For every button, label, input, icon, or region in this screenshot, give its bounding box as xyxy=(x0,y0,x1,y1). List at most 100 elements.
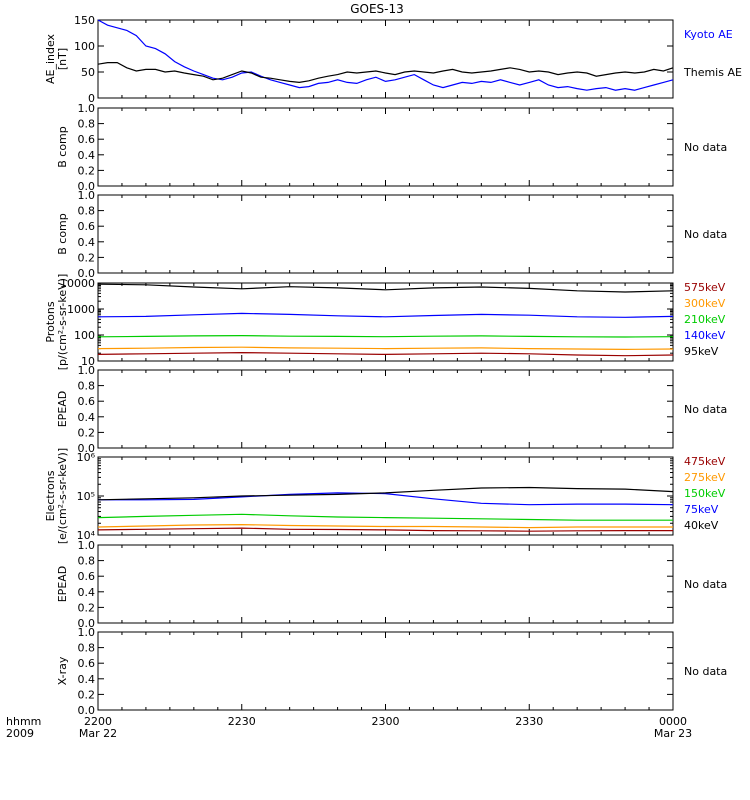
panel-frame xyxy=(97,544,674,624)
x-axis-format-label: hhmm xyxy=(6,715,41,728)
y-axis-label: Electrons[e/(cm²-s-sr-keV)] xyxy=(44,448,69,544)
panel-7: 0.0 0.2 0.4 0.6 0.8 1.0 EPEAD No data xyxy=(56,539,727,630)
y-tick-label: 0.4 xyxy=(78,673,96,686)
panel-5: 0.0 0.2 0.4 0.6 0.8 1.0 EPEAD No data xyxy=(56,364,727,455)
y-axis-label: Protons[p/(cm²-s-sr-keV)] xyxy=(44,274,69,371)
legend-entry: Kyoto AE xyxy=(684,28,733,41)
y-tick-label: 0.6 xyxy=(78,570,96,583)
y-axis-label-line: EPEAD xyxy=(56,566,69,603)
series-line-themis-ae xyxy=(97,62,674,84)
panel-frame xyxy=(97,107,674,187)
panel-3: 0.0 0.2 0.4 0.6 0.8 1.0 B comp No data xyxy=(56,189,727,280)
panel-frame xyxy=(97,631,674,711)
x-tick-label: 2330 xyxy=(515,715,543,728)
y-tick-label: 10000 xyxy=(60,277,95,290)
no-data-label: No data xyxy=(684,665,727,678)
legend-entry: 575keV xyxy=(684,281,726,294)
x-tick-sublabel: Mar 23 xyxy=(654,727,692,740)
y-tick-label: 10⁵ xyxy=(77,490,95,503)
y-tick-label: 0.8 xyxy=(78,555,96,568)
y-tick-label: 0.2 xyxy=(78,688,96,701)
y-tick-label: 0.8 xyxy=(78,205,96,218)
y-axis-label-line: B comp xyxy=(56,213,69,255)
panel-frame xyxy=(97,456,674,536)
series-line-150kev xyxy=(97,513,673,521)
y-axis-label: B comp xyxy=(56,126,69,168)
y-axis-label: AE_index[nT] xyxy=(44,33,69,84)
series-line-140kev xyxy=(97,312,674,318)
legend-entry: 40keV xyxy=(684,519,719,532)
y-tick-label: 1000 xyxy=(67,303,95,316)
panel-1: 0 50 100 150 AE_index[nT] Kyoto AE Themis AE xyxy=(44,14,742,105)
y-tick-label: 0.6 xyxy=(78,395,96,408)
legend-entry: 475keV xyxy=(684,455,726,468)
y-tick-label: 0.4 xyxy=(78,236,96,249)
y-tick-label: 0.0 xyxy=(78,704,96,717)
y-axis-label-line: [p/(cm²-s-sr-keV)] xyxy=(56,274,69,371)
series-line-75kev xyxy=(98,492,674,506)
y-tick-label: 0.2 xyxy=(78,164,96,177)
y-tick-label: 100 xyxy=(74,329,95,342)
y-tick-label: 1.0 xyxy=(78,364,96,377)
series-line-300kev xyxy=(97,346,674,351)
y-tick-label: 100 xyxy=(74,40,95,53)
chart-title: GOES-13 xyxy=(350,2,404,16)
y-tick-label: 0.2 xyxy=(78,251,96,264)
no-data-label: No data xyxy=(684,403,727,416)
y-axis-label-line: Protons xyxy=(44,301,57,342)
y-tick-label: 1.0 xyxy=(78,189,96,202)
y-tick-label: 10⁶ xyxy=(77,451,96,464)
legend-entry: 275keV xyxy=(684,471,726,484)
x-tick-sublabel: Mar 22 xyxy=(79,727,117,740)
panel-frame xyxy=(97,19,674,99)
series-line-95kev xyxy=(97,283,674,293)
y-tick-label: 0.0 xyxy=(78,442,96,455)
series-line-475kev xyxy=(97,527,673,532)
y-tick-label: 0.0 xyxy=(78,180,96,193)
y-tick-label: 1.0 xyxy=(78,102,96,115)
y-axis-label-line: [e/(cm²-s-sr-keV)] xyxy=(56,448,69,544)
y-tick-label: 0.4 xyxy=(78,411,96,424)
panel-frame xyxy=(97,194,674,274)
y-tick-label: 0.8 xyxy=(78,642,96,655)
y-tick-label: 0.6 xyxy=(78,657,96,670)
y-tick-label: 50 xyxy=(81,66,95,79)
y-axis-label: EPEAD xyxy=(56,566,69,603)
y-axis-label-line: Electrons xyxy=(44,470,57,521)
y-tick-label: 0.0 xyxy=(78,617,96,630)
legend-entry: 95keV xyxy=(684,345,719,358)
x-axis-year-label: 2009 xyxy=(6,727,34,740)
y-tick-label: 0.4 xyxy=(78,149,96,162)
y-tick-label: 0.8 xyxy=(78,118,96,131)
y-tick-label: 0.4 xyxy=(78,586,96,599)
y-tick-label: 1.0 xyxy=(78,626,96,639)
y-tick-label: 0.6 xyxy=(78,133,96,146)
y-tick-label: 1.0 xyxy=(78,539,96,552)
y-axis-label-line: EPEAD xyxy=(56,391,69,428)
panel-2: 0.0 0.2 0.4 0.6 0.8 1.0 B comp No data xyxy=(56,102,727,193)
legend-entry: 140keV xyxy=(684,329,726,342)
panel-6: 10⁴ 10⁵ 10⁶ Electrons[e/(cm²-s-sr-keV)] 475k… xyxy=(44,448,726,544)
series-line-40kev xyxy=(97,486,674,501)
y-tick-label: 0 xyxy=(88,92,95,105)
panel-frame xyxy=(97,369,674,449)
panel-8: 0.0 0.2 0.4 0.6 0.8 1.0 X-ray No data xyxy=(56,626,727,717)
x-tick-label: 2230 xyxy=(228,715,256,728)
y-axis-label-line: [nT] xyxy=(56,48,69,70)
y-tick-label: 0.2 xyxy=(78,426,96,439)
y-tick-label: 10 xyxy=(81,355,95,368)
legend-entry: Themis AE xyxy=(683,66,742,79)
y-axis-label-line: X-ray xyxy=(56,656,69,685)
y-tick-label: 0.0 xyxy=(78,267,96,280)
series-line-275kev xyxy=(97,523,673,529)
no-data-label: No data xyxy=(684,578,727,591)
y-axis-label-line: B comp xyxy=(56,126,69,168)
y-axis-label-line: AE_index xyxy=(44,33,57,84)
x-tick-label: 0000 xyxy=(659,715,687,728)
x-tick-label: 2300 xyxy=(372,715,400,728)
y-tick-label: 0.6 xyxy=(78,220,96,233)
panels: 0 50 100 150 AE_index[nT] Kyoto AE Themis AE 0.… xyxy=(44,14,742,717)
legend-entry: 300keV xyxy=(684,297,726,310)
